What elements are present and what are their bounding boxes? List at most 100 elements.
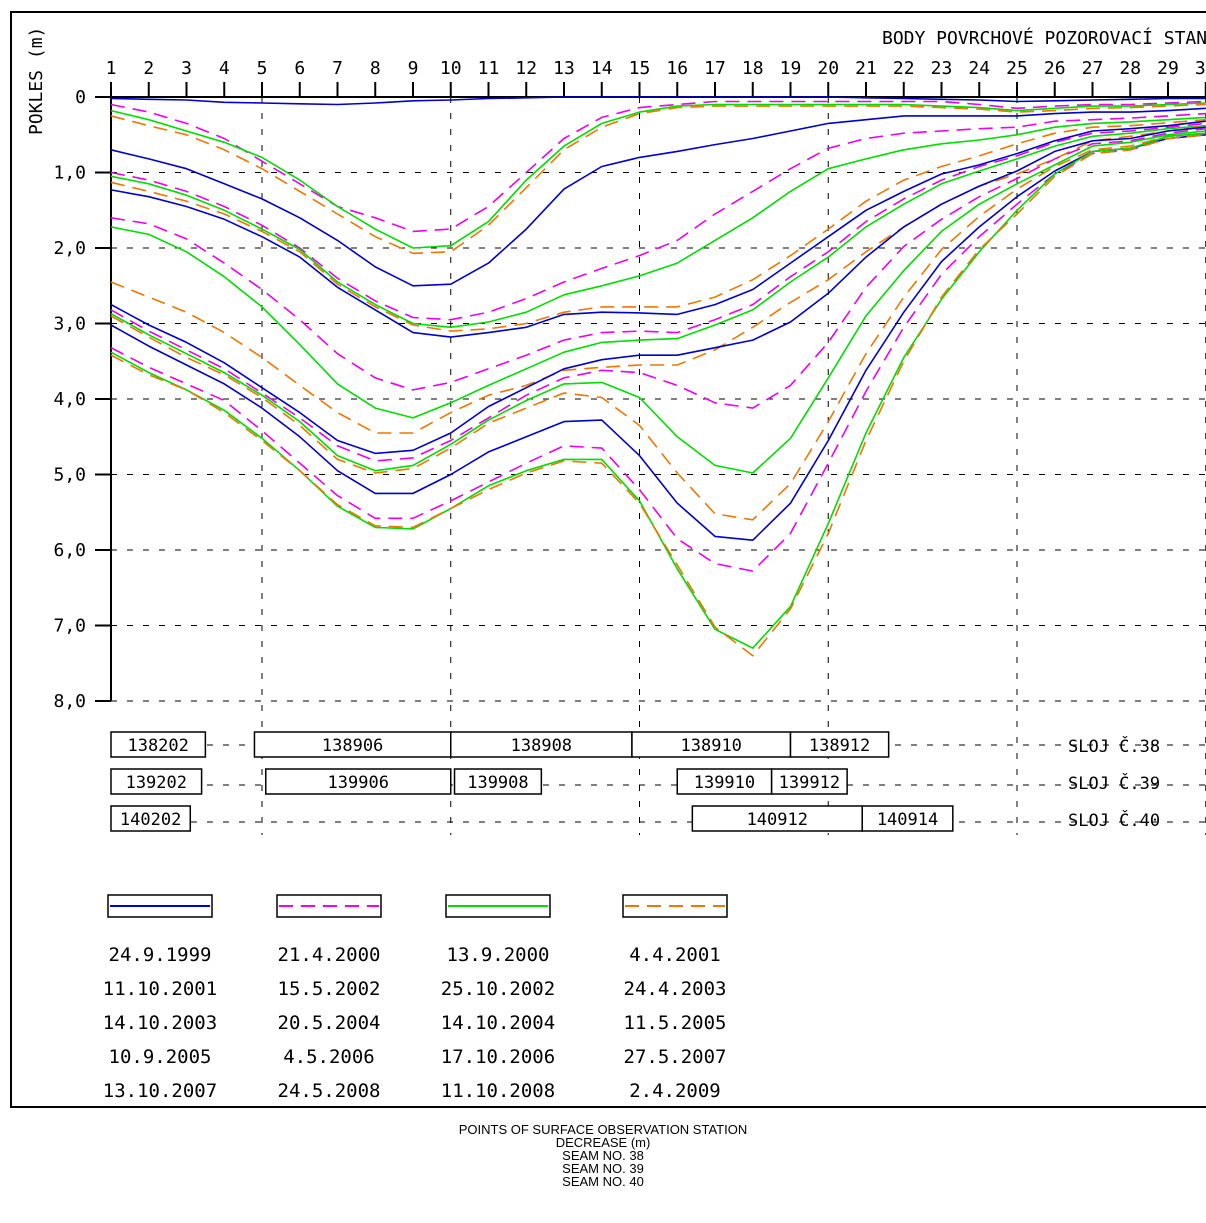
legend-date: 20.5.2004 <box>278 1012 381 1034</box>
series-line <box>110 126 1206 455</box>
x-tick-label: 24 <box>968 58 990 79</box>
y-tick-label: 1,0 <box>53 163 86 184</box>
panel-label: 138202 <box>127 736 188 756</box>
legend-date: 4.5.2006 <box>283 1046 375 1068</box>
series-line <box>110 118 1206 332</box>
panel-label: 139910 <box>694 773 755 793</box>
y-tick-label: 6,0 <box>53 540 86 561</box>
x-tick-label: 6 <box>294 58 305 79</box>
panel-box <box>861 805 954 832</box>
x-tick-label: 9 <box>408 58 419 79</box>
translation-line: SEAM NO. 39 <box>562 1161 644 1176</box>
series-line <box>110 112 1206 321</box>
legend-date: 24.5.2008 <box>278 1080 381 1102</box>
panel-box <box>789 731 890 758</box>
x-tick-label: 29 <box>1157 58 1179 79</box>
y-tick-label: 5,0 <box>53 465 86 486</box>
x-tick-label: 15 <box>629 58 651 79</box>
legend-date: 4.4.2001 <box>629 944 721 966</box>
y-tick-label: 0 <box>75 87 86 108</box>
series-line <box>110 127 1206 462</box>
panel-box <box>110 768 203 795</box>
x-tick-label: 3 <box>181 58 192 79</box>
seam-label: SLOJ Č.40 <box>1068 809 1160 831</box>
legend-date: 21.4.2000 <box>278 944 381 966</box>
legend-date: 11.10.2008 <box>441 1080 555 1102</box>
x-tick-label: 26 <box>1044 58 1066 79</box>
x-tick-label: 5 <box>257 58 268 79</box>
translation-line: SEAM NO. 40 <box>562 1174 644 1189</box>
seam-label: SLOJ Č.39 <box>1068 772 1160 794</box>
legend-date: 14.10.2003 <box>103 1012 217 1034</box>
series-line <box>110 124 1206 419</box>
x-tick-label: 8 <box>370 58 381 79</box>
panel-box <box>110 805 192 832</box>
x-tick-label: 30 <box>1195 58 1206 79</box>
legend-date: 25.10.2002 <box>441 978 555 1000</box>
legend: 24.9.1999 21.4.2000 13.9.2000 4.4.2001 11.10… <box>103 894 728 1102</box>
series-line <box>110 102 1206 249</box>
x-tick-label: 13 <box>553 58 575 79</box>
series-line <box>110 107 1206 287</box>
legend-date: 17.10.2006 <box>441 1046 555 1068</box>
series-line <box>110 100 1206 233</box>
legend-date: 24.4.2003 <box>624 978 727 1000</box>
y-tick-label: 8,0 <box>53 691 86 712</box>
chart-frame <box>10 11 1206 1108</box>
series-line <box>110 134 1206 657</box>
legend-date: 15.5.2002 <box>278 978 381 1000</box>
panel-label: 139908 <box>467 773 528 793</box>
legend-date: 10.9.2005 <box>109 1046 212 1068</box>
x-tick-label: 1 <box>106 58 117 79</box>
legend-date: 14.10.2004 <box>441 1012 555 1034</box>
legend-date: 2.4.2009 <box>629 1080 721 1102</box>
series-line <box>110 116 1206 329</box>
x-tick-label: 12 <box>515 58 537 79</box>
chart-title: BODY POVRCHOVÉ POZOROVACÍ STANICE <box>882 27 1206 49</box>
series-line <box>110 96 1206 106</box>
x-tick-label: 20 <box>817 58 839 79</box>
legend-date: 13.9.2000 <box>447 944 550 966</box>
panel-label: 139906 <box>328 773 389 793</box>
translation-line: SEAM NO. 38 <box>562 1148 644 1163</box>
x-tick-label: 2 <box>143 58 154 79</box>
translation-line: POINTS OF SURFACE OBSERVATION STATION <box>458 1122 748 1137</box>
panel-label: 139202 <box>126 773 187 793</box>
y-tick-label: 7,0 <box>53 616 86 637</box>
x-tick-label: 4 <box>219 58 230 79</box>
x-tick-label: 22 <box>893 58 915 79</box>
panel-box <box>453 768 543 795</box>
panel-label: 138906 <box>322 736 383 756</box>
x-tick-label: 25 <box>1006 58 1028 79</box>
x-tick-label: 16 <box>666 58 688 79</box>
legend-date: 11.10.2001 <box>103 978 217 1000</box>
seam-label: SLOJ Č.38 <box>1068 735 1160 757</box>
series-line <box>110 124 1206 434</box>
x-tick-label: 28 <box>1119 58 1141 79</box>
y-tick-label: 2,0 <box>53 238 86 259</box>
x-tick-label: 27 <box>1082 58 1104 79</box>
panel-box <box>770 768 848 795</box>
series-lines <box>110 96 1206 657</box>
panel-box <box>631 731 792 758</box>
panel-label: 138912 <box>809 736 870 756</box>
panel-box <box>253 731 452 758</box>
series-line <box>110 122 1206 391</box>
series-line <box>110 132 1206 521</box>
x-tick-label: 7 <box>332 58 343 79</box>
x-tick-label: 18 <box>742 58 764 79</box>
legend-date: 13.10.2007 <box>103 1080 217 1102</box>
x-tick-label: 10 <box>440 58 462 79</box>
series-line <box>110 134 1206 572</box>
legend-date: 11.5.2005 <box>624 1012 727 1034</box>
panel-box <box>691 805 863 832</box>
panel-box <box>265 768 452 795</box>
seam-panels: 138202 138906 138908 138910 138912 SLOJ Č.38 1… <box>110 731 1160 832</box>
series-line <box>110 120 1206 338</box>
panel-label: 139912 <box>779 773 840 793</box>
x-tick-label: 14 <box>591 58 613 79</box>
translation-block: POINTS OF SURFACE OBSERVATION STATION DE… <box>0 1123 1206 1188</box>
x-tick-label: 17 <box>704 58 726 79</box>
series-line <box>110 134 1206 542</box>
series-line <box>110 130 1206 474</box>
